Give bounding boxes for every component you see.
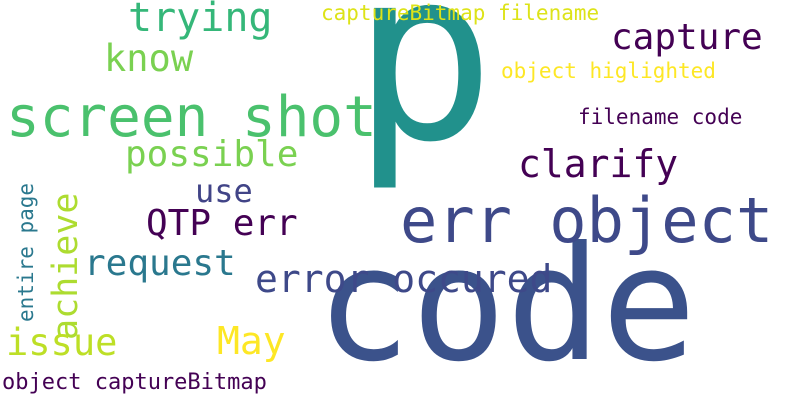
- word-qtp-err: QTP err: [146, 203, 298, 244]
- word-achieve: achieve: [46, 192, 86, 340]
- word-capturebitmap-filename: captureBitmap filename: [321, 1, 600, 25]
- word-capture: capture: [611, 17, 763, 58]
- word-use: use: [195, 172, 253, 210]
- word-error-occured: error occured: [255, 257, 553, 301]
- word-trying: trying: [128, 0, 273, 41]
- word-code: code: [316, 213, 697, 397]
- word-know: know: [104, 37, 194, 80]
- word-possible: possible: [125, 134, 299, 175]
- word-screen-shot: screen shot: [6, 85, 377, 150]
- word-request: request: [84, 243, 236, 284]
- word-err-object: err object: [400, 184, 774, 257]
- word-p: p: [352, 0, 496, 195]
- word-issue: issue: [6, 321, 118, 364]
- word-clarify: clarify: [518, 142, 679, 186]
- word-entire-page: entire page: [14, 182, 38, 322]
- word-object-higlighted: object higlighted: [501, 59, 716, 83]
- word-may: May: [217, 319, 286, 363]
- word-object-capturebitmap: object captureBitmap: [2, 370, 267, 395]
- word-filename-code: filename code: [578, 105, 743, 129]
